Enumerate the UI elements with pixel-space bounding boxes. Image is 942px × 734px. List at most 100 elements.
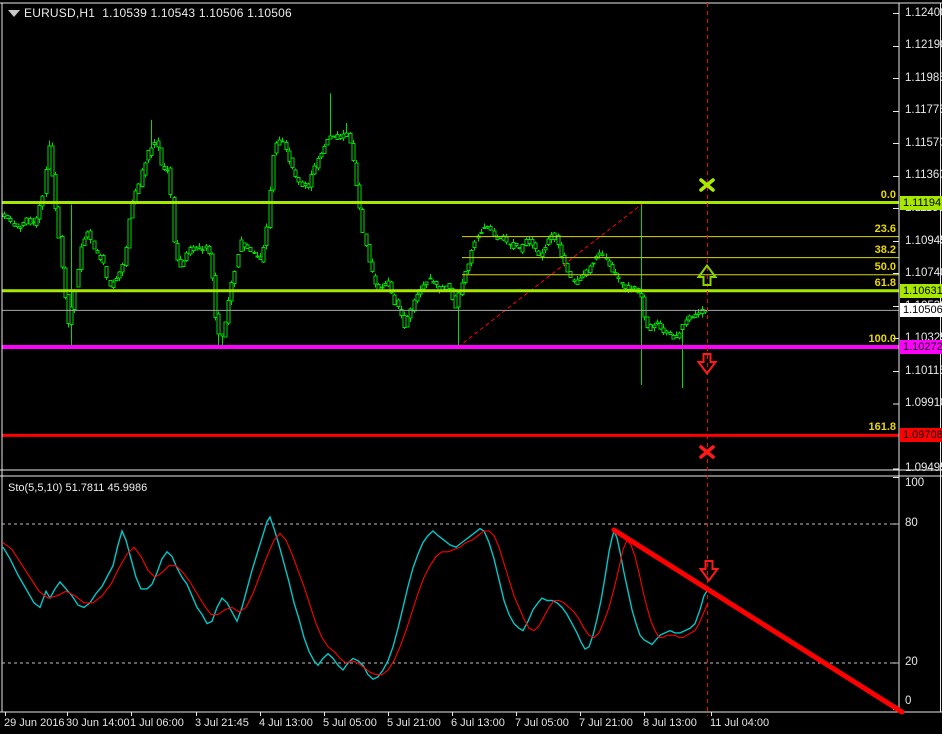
candle-body — [540, 252, 545, 258]
candle-body — [312, 165, 317, 175]
candle-body — [226, 300, 231, 324]
candle-body — [680, 323, 685, 331]
candle-body — [124, 247, 129, 267]
candle-body — [322, 146, 327, 155]
price-tag-1.10631: 1.10631 — [900, 283, 942, 298]
candle-body — [95, 250, 100, 254]
candle-body — [421, 284, 426, 290]
candle-body — [492, 230, 497, 237]
x-stroke — [699, 178, 715, 192]
fib-level-label-23.6: 23.6 — [874, 222, 896, 235]
candle-body — [120, 263, 125, 273]
candle-body — [5, 215, 10, 219]
chart-collapse-icon[interactable] — [8, 10, 20, 17]
candle-body — [248, 247, 253, 252]
candle-body — [156, 140, 161, 148]
candle-body — [184, 252, 189, 261]
candle-body — [264, 226, 269, 247]
candle-body — [79, 246, 84, 270]
candle-body — [460, 282, 465, 295]
candle-body — [223, 321, 228, 338]
fib-level-label-38.2: 38.2 — [874, 243, 896, 256]
candle-body — [396, 299, 401, 307]
price-axis-label: 1.11775 — [905, 104, 942, 117]
time-axis-label: 29 Jun 2016 — [4, 717, 65, 729]
price-tag-1.09708: 1.09708 — [900, 428, 942, 443]
candle-body — [488, 226, 493, 231]
candle-body — [613, 272, 618, 275]
x-stroke — [699, 445, 715, 459]
candle-body — [684, 319, 689, 326]
fib-level-label-161.8: 161.8 — [868, 421, 896, 434]
stoch-sell-arrow-marker[interactable] — [698, 560, 720, 583]
candle-body — [412, 299, 417, 312]
fib-level-label-61.8: 61.8 — [874, 276, 896, 289]
candle-body — [280, 140, 285, 143]
candle-body — [252, 251, 257, 254]
candle-body — [268, 189, 273, 228]
candle-body — [616, 276, 621, 280]
candle-body — [584, 269, 589, 277]
price-tag-1.10272: 1.10272 — [900, 340, 942, 355]
candle-body — [82, 238, 87, 247]
candle-body — [632, 285, 637, 289]
exit-x-bottom-marker[interactable] — [699, 445, 715, 459]
candle-body — [152, 141, 157, 145]
candle-body — [696, 312, 701, 316]
stoch-scale-label: 80 — [905, 517, 918, 529]
candle-body — [15, 223, 20, 227]
time-axis-label: 3 Jul 21:45 — [195, 717, 249, 729]
candle-body — [652, 324, 657, 328]
candle-body — [456, 292, 461, 308]
candle-body — [277, 139, 282, 146]
candle-body — [44, 168, 49, 195]
price-axis-label: 1.10115 — [905, 364, 942, 377]
candle-body — [373, 275, 378, 285]
stoch-scale-label: 0 — [905, 695, 912, 707]
candle-body — [293, 169, 298, 177]
candle-body — [648, 323, 653, 332]
time-axis-label: 7 Jul 21:00 — [579, 717, 633, 729]
candle-body — [69, 306, 74, 325]
candle-body — [210, 253, 215, 279]
candle-body — [552, 232, 557, 240]
candle-body — [360, 208, 365, 233]
candles-layer — [2, 93, 708, 389]
candle-body — [168, 167, 173, 195]
candle-body — [111, 281, 116, 289]
arrow-shape — [696, 353, 718, 376]
candle-body — [149, 147, 154, 156]
time-axis-label: 1 Jul 06:00 — [130, 717, 184, 729]
candle-body — [24, 217, 29, 225]
candle-body — [200, 248, 205, 251]
candle-body — [428, 277, 433, 280]
candle-body — [290, 157, 295, 169]
time-axis-label: 6 Jul 13:00 — [451, 717, 505, 729]
indicator-label: Sto(5,5,10) 51.7811 45.9986 — [8, 482, 148, 494]
candle-body — [104, 266, 109, 279]
candle-body — [60, 235, 65, 268]
time-axis-label: 11 Jul 04:00 — [710, 717, 770, 729]
buy-arrow-marker[interactable] — [696, 263, 718, 286]
price-tag-1.10506: 1.10506 — [900, 303, 942, 318]
candle-body — [559, 244, 564, 257]
candle-body — [424, 281, 429, 285]
candle-body — [309, 174, 314, 188]
stoch-trendline[interactable] — [611, 527, 905, 715]
candle-body — [232, 270, 237, 285]
candle-body — [172, 197, 177, 243]
price-axis-label: 1.11985 — [905, 71, 942, 84]
sell-arrow-marker[interactable] — [696, 353, 718, 376]
candle-body — [261, 246, 266, 263]
candle-body — [159, 147, 164, 166]
exit-x-top-marker[interactable] — [699, 178, 715, 192]
candle-body — [50, 145, 55, 177]
stoch-k-line — [2, 515, 709, 681]
time-axis-label: 30 Jun 14:00 — [66, 717, 130, 729]
candle-body — [18, 226, 23, 230]
candle-body — [274, 142, 279, 154]
fib-baseline-trendline[interactable] — [457, 202, 645, 348]
candle-body — [197, 246, 202, 249]
candle-body — [101, 254, 106, 264]
